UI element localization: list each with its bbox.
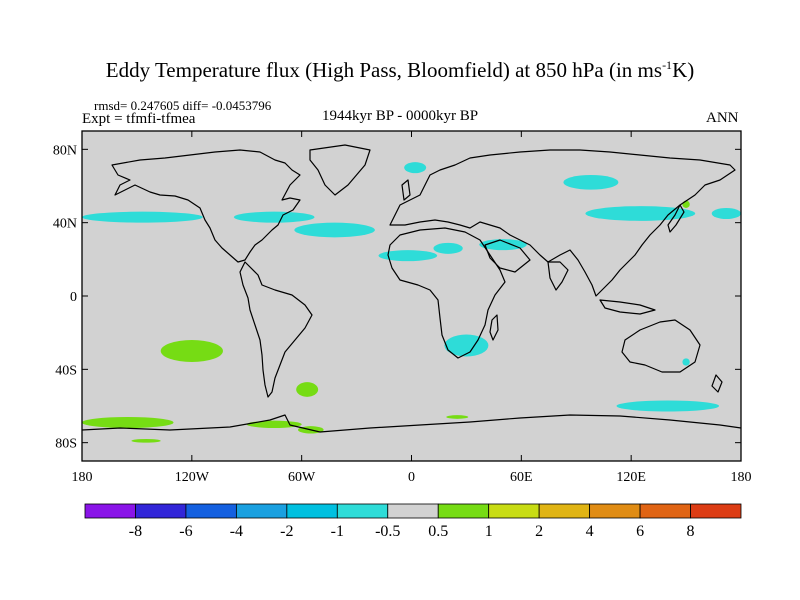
anomaly-region-neg [479, 239, 527, 251]
coast-south-america [239, 261, 313, 398]
colorbar-label: -1 [331, 523, 344, 540]
axis-tick-labels: 180 120W 60W 0 60E 120E 180 80N 40N 0 40S 80S [53, 143, 752, 485]
lon-tick-label: 180 [72, 470, 93, 485]
coast-north-america [111, 149, 301, 263]
anomaly-region-pos [82, 417, 174, 428]
coast-indonesia [599, 299, 656, 315]
coast-madagascar [489, 314, 499, 341]
anomaly-region-pos [446, 415, 469, 419]
anomaly-region-pos [682, 200, 690, 208]
anomaly-region-neg [404, 162, 427, 174]
colorbar-label: 1 [485, 523, 493, 540]
experiment-label: Expt = tfmfi-tfmea [82, 111, 196, 127]
colorbar-swatch [538, 503, 591, 519]
colorbar-swatch [336, 503, 389, 519]
colorbar: -8 -6 -4 -2 -1 -0.5 0.5 1 2 4 6 8 [84, 503, 742, 540]
anomaly-region-neg [378, 250, 438, 262]
coastlines [81, 144, 742, 433]
title-end: K) [672, 58, 695, 82]
colorbar-swatch [185, 503, 237, 519]
anomaly-region-pos [131, 439, 161, 443]
lon-tick-label: 60W [288, 470, 316, 485]
coast-new-zealand [711, 374, 723, 393]
colorbar-swatch [135, 503, 187, 519]
colorbar-label: 4 [586, 523, 594, 540]
anomaly-region-neg [82, 211, 203, 223]
title-main: Eddy Temperature flux (High Pass, Bloomf… [105, 58, 663, 82]
anomaly-region-pos [246, 420, 302, 429]
lon-tick-label: 180 [731, 470, 752, 485]
colorbar-label: 8 [687, 523, 695, 540]
coast-antarctica [81, 414, 742, 433]
lat-tick-label: 40N [53, 217, 77, 232]
colorbar-label: -0.5 [375, 523, 400, 540]
stats-label: rmsd= 0.247605 diff= -0.0453796 [94, 98, 272, 113]
colorbar-swatch [286, 503, 338, 519]
colorbar-label: -2 [280, 523, 293, 540]
coast-british-isles [401, 179, 411, 201]
coast-greenland [309, 144, 371, 196]
anomaly-layer [82, 162, 741, 443]
anomaly-region-pos [296, 382, 319, 397]
coast-australia [621, 319, 701, 373]
colorbar-swatch [437, 503, 490, 519]
anomaly-region-neg [682, 358, 690, 366]
coast-japan [667, 204, 685, 233]
period-label: 1944kyr BP - 0000kyr BP [322, 108, 479, 124]
season-label: ANN [706, 110, 739, 126]
lon-tick-label: 120E [616, 470, 646, 485]
colorbar-label: 6 [636, 523, 644, 540]
axis-ticks [81, 131, 742, 461]
colorbar-swatch [387, 503, 439, 519]
coast-arabia [484, 239, 531, 273]
title-superscript: -1 [662, 58, 673, 72]
anomaly-region-neg [711, 208, 741, 219]
colorbar-swatch [84, 503, 136, 519]
lon-tick-label: 60E [510, 470, 533, 485]
lat-tick-label: 80N [53, 143, 77, 158]
lat-tick-label: 0 [70, 290, 77, 305]
page-title: Eddy Temperature flux (High Pass, Bloomf… [0, 58, 800, 83]
coast-eurasia [389, 149, 736, 297]
anomaly-region-neg [616, 400, 720, 412]
lat-tick-label: 40S [55, 363, 77, 378]
coast-africa [387, 227, 506, 359]
anomaly-region-neg [233, 211, 315, 223]
colorbar-label: -8 [129, 523, 142, 540]
colorbar-swatch [235, 503, 288, 519]
anomaly-region-neg [294, 222, 375, 238]
colorbar-swatch [639, 503, 691, 519]
anomaly-region-neg [585, 206, 696, 221]
anomaly-region-pos [160, 340, 223, 362]
colorbar-swatch [589, 503, 641, 519]
lon-tick-label: 120W [175, 470, 210, 485]
colorbar-label: -6 [179, 523, 192, 540]
colorbar-swatch [488, 503, 540, 519]
colorbar-label: -4 [230, 523, 243, 540]
lon-tick-label: 0 [408, 470, 415, 485]
colorbar-label: 2 [535, 523, 543, 540]
anomaly-region-neg [433, 242, 463, 254]
colorbar-label: 0.5 [428, 523, 448, 540]
coast-india [547, 261, 569, 291]
anomaly-region-neg [563, 175, 619, 190]
lat-tick-label: 80S [55, 437, 77, 452]
colorbar-swatch [690, 503, 742, 519]
map-background [82, 131, 741, 461]
